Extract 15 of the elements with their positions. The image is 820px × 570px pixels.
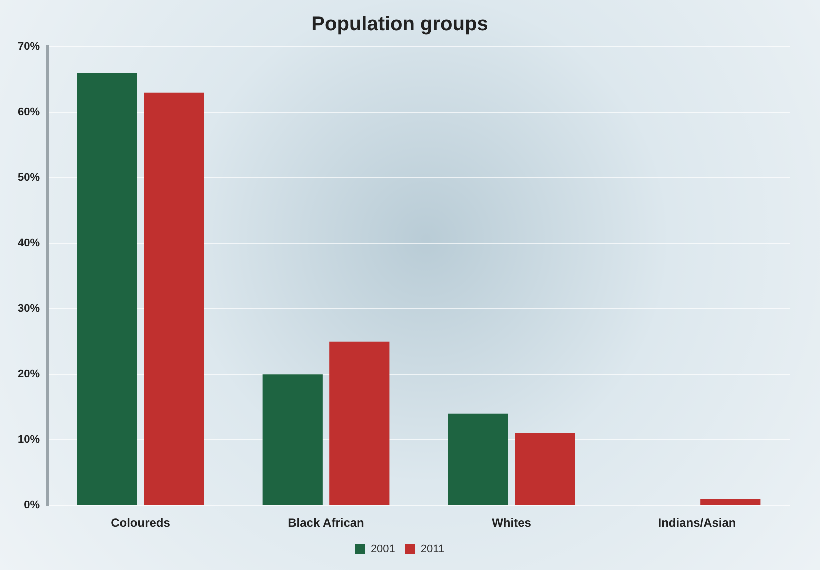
legend-label: 2011 xyxy=(420,544,445,556)
chart-title: Population groups xyxy=(312,14,488,36)
y-tick-label: 30% xyxy=(18,303,40,316)
y-tick-label: 20% xyxy=(18,368,40,381)
x-tick-label: Coloureds xyxy=(111,516,171,530)
y-tick-label: 0% xyxy=(24,500,40,512)
x-tick-label: Indians/Asian xyxy=(658,516,736,530)
y-tick-label: 40% xyxy=(18,238,40,250)
y-tick-label: 70% xyxy=(18,41,40,54)
x-tick-label: Black African xyxy=(288,516,364,530)
x-tick-label: Whites xyxy=(492,516,532,530)
y-tick-label: 10% xyxy=(18,434,40,446)
y-tick-label: 60% xyxy=(18,106,40,119)
y-tick-label: 50% xyxy=(18,172,40,184)
legend-label: 2001 xyxy=(370,544,396,556)
